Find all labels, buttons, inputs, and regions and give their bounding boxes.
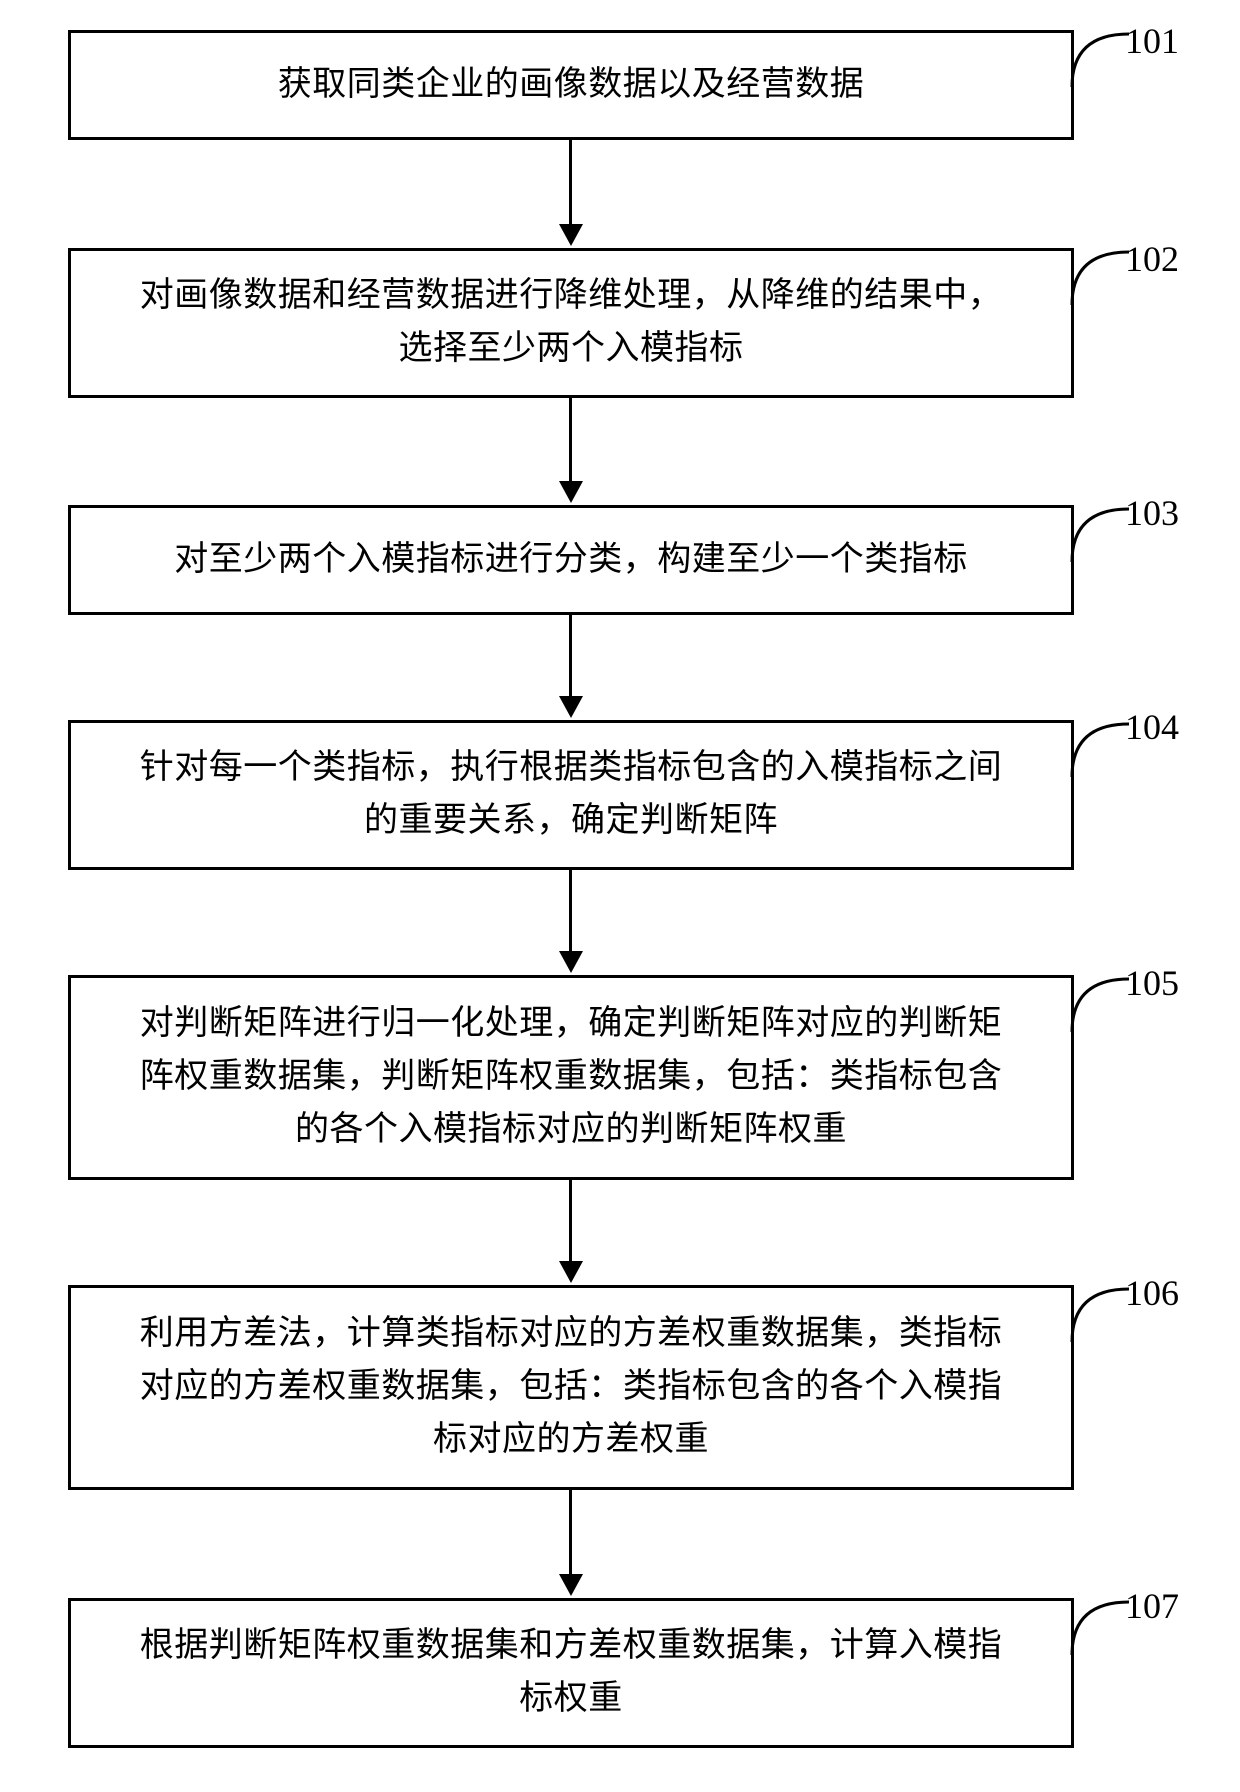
edge-arrowhead [559, 1574, 583, 1596]
label-connector [1070, 1283, 1135, 1348]
edge-arrowhead [559, 696, 583, 718]
edge-n6-n7 [569, 1490, 572, 1574]
flowchart-node-n4: 针对每一个类指标，执行根据类指标包含的入模指标之间的重要关系，确定判断矩阵 [68, 720, 1074, 870]
edge-n5-n6 [569, 1180, 572, 1261]
edge-arrowhead [559, 224, 583, 246]
flowchart-node-n5: 对判断矩阵进行归一化处理，确定判断矩阵对应的判断矩阵权重数据集，判断矩阵权重数据… [68, 975, 1074, 1180]
node-text: 获取同类企业的画像数据以及经营数据 [278, 59, 865, 112]
edge-arrowhead [559, 1261, 583, 1283]
flowchart-node-n1: 获取同类企业的画像数据以及经营数据 [68, 30, 1074, 140]
label-connector [1070, 973, 1135, 1038]
edge-arrowhead [559, 951, 583, 973]
node-text: 根据判断矩阵权重数据集和方差权重数据集，计算入模指标权重 [140, 1620, 1003, 1725]
label-connector [1070, 718, 1135, 783]
flowchart-node-n7: 根据判断矩阵权重数据集和方差权重数据集，计算入模指标权重 [68, 1598, 1074, 1748]
node-text: 对画像数据和经营数据进行降维处理，从降维的结果中，选择至少两个入模指标 [140, 270, 1003, 375]
edge-arrowhead [559, 481, 583, 503]
label-connector [1070, 28, 1135, 93]
node-text: 针对每一个类指标，执行根据类指标包含的入模指标之间的重要关系，确定判断矩阵 [140, 742, 1003, 847]
edge-n2-n3 [569, 398, 572, 481]
flowchart-node-n6: 利用方差法，计算类指标对应的方差权重数据集，类指标对应的方差权重数据集，包括：类… [68, 1285, 1074, 1490]
edge-n1-n2 [569, 140, 572, 224]
edge-n3-n4 [569, 615, 572, 696]
label-connector [1070, 246, 1135, 311]
label-connector [1070, 1596, 1135, 1661]
flowchart-node-n2: 对画像数据和经营数据进行降维处理，从降维的结果中，选择至少两个入模指标 [68, 248, 1074, 398]
edge-n4-n5 [569, 870, 572, 951]
label-connector [1070, 503, 1135, 568]
node-text: 对判断矩阵进行归一化处理，确定判断矩阵对应的判断矩阵权重数据集，判断矩阵权重数据… [140, 998, 1003, 1156]
flowchart-node-n3: 对至少两个入模指标进行分类，构建至少一个类指标 [68, 505, 1074, 615]
node-text: 对至少两个入模指标进行分类，构建至少一个类指标 [174, 534, 968, 587]
node-text: 利用方差法，计算类指标对应的方差权重数据集，类指标对应的方差权重数据集，包括：类… [140, 1308, 1003, 1466]
